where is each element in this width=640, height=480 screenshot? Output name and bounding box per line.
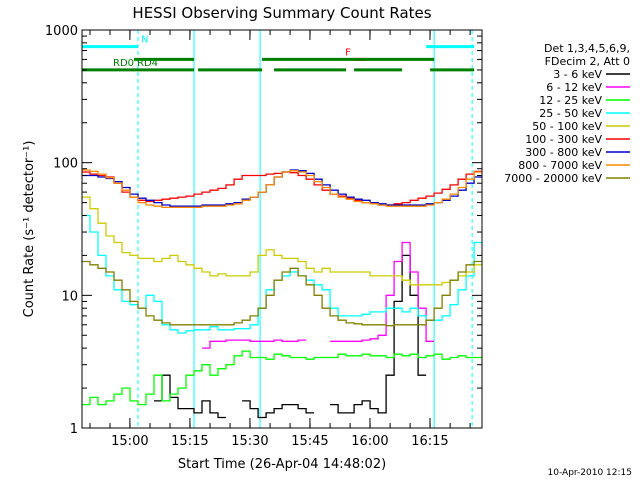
axes: 1 10 100 1000 15:00 15:15 15:30 15:45 16:00 16:15 bbox=[45, 24, 482, 449]
segment-label: RD4 bbox=[137, 58, 158, 69]
series-3-6-kev bbox=[154, 254, 427, 419]
legend-entry-label: 3 - 6 keV bbox=[553, 68, 602, 81]
series-6-12-kev bbox=[202, 241, 435, 349]
y-tick-label: 100 bbox=[53, 157, 78, 172]
series-line bbox=[82, 350, 482, 406]
legend-entry-label: 50 - 100 keV bbox=[532, 120, 602, 133]
legend-header: Det 1,3,4,5,6,9, bbox=[544, 42, 630, 55]
x-tick-label: 15:00 bbox=[111, 434, 148, 449]
segment-label: F bbox=[345, 47, 351, 58]
legend-entry-label: 25 - 50 keV bbox=[539, 107, 602, 120]
plot-frame bbox=[81, 29, 483, 429]
series-line bbox=[154, 254, 427, 419]
legend-entry-label: 100 - 300 keV bbox=[525, 133, 602, 146]
legend-entry-label: 6 - 12 keV bbox=[546, 81, 602, 94]
segment-label: N bbox=[141, 35, 148, 46]
series-line bbox=[82, 260, 482, 327]
legend-entry-label: 800 - 7000 keV bbox=[518, 159, 602, 172]
x-tick-label: 15:45 bbox=[291, 434, 328, 449]
chart-title: HESSI Observing Summary Count Rates bbox=[132, 4, 431, 22]
series-line bbox=[82, 196, 482, 286]
series-7000-20000-kev bbox=[82, 260, 482, 327]
y-tick-label: 1 bbox=[70, 422, 78, 437]
legend-entry-label: 300 - 800 keV bbox=[525, 146, 602, 159]
y-tick-label: 10 bbox=[61, 289, 78, 304]
legend-entry-label: 7000 - 20000 keV bbox=[504, 172, 602, 185]
legend-header: FDecim 2, Att 0 bbox=[545, 55, 630, 68]
x-tick-label: 16:00 bbox=[351, 434, 388, 449]
series-line bbox=[202, 241, 435, 349]
x-tick-label: 15:15 bbox=[171, 434, 208, 449]
x-tick-label: 16:15 bbox=[411, 434, 448, 449]
series-50-100-kev bbox=[82, 196, 482, 286]
plot-area: N F RD0 RD4 bbox=[82, 30, 482, 428]
x-axis-label: Start Time (26-Apr-04 14:48:02) bbox=[178, 457, 386, 472]
series-800-7000-kev bbox=[82, 169, 482, 209]
series-line bbox=[82, 169, 482, 209]
y-axis-label: Count Rate (s⁻¹ detector⁻¹) bbox=[22, 141, 37, 318]
footer-date: 10-Apr-2010 12:15 bbox=[548, 468, 632, 478]
series-12-25-kev bbox=[82, 350, 482, 406]
segment-label: RD0 bbox=[113, 58, 134, 69]
y-tick-label: 1000 bbox=[45, 24, 78, 39]
legend-entry-label: 12 - 25 keV bbox=[539, 94, 602, 107]
x-tick-label: 15:30 bbox=[231, 434, 268, 449]
legend: Det 1,3,4,5,6,9,FDecim 2, Att 03 - 6 keV… bbox=[504, 42, 630, 185]
